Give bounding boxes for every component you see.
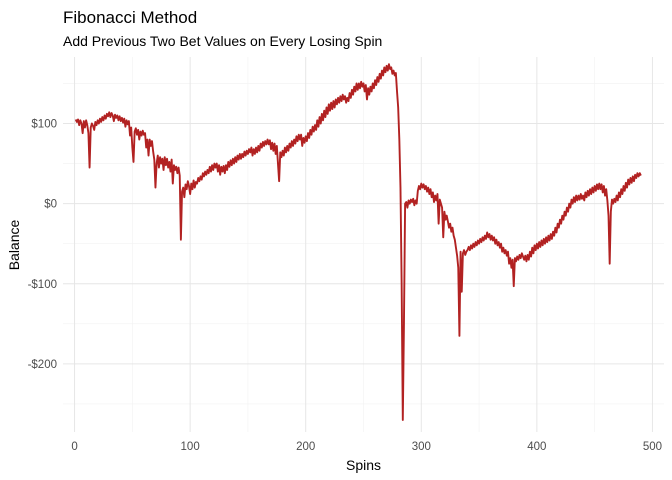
x-tick-label: 200: [296, 441, 315, 453]
x-tick-label: 100: [181, 441, 200, 453]
y-tick-label: $100: [31, 119, 57, 131]
grid-minor: [63, 57, 664, 432]
chart-title: Fibonacci Method: [63, 8, 197, 27]
y-tick-label: $0: [44, 199, 57, 211]
x-tick-labels: 0 100 200 300 400 500: [71, 441, 662, 453]
y-axis-title: Balance: [6, 219, 22, 270]
x-axis-title: Spins: [346, 457, 381, 473]
x-tick-label: 500: [643, 441, 662, 453]
x-tick-label: 400: [527, 441, 546, 453]
x-tick-label: 300: [412, 441, 431, 453]
y-tick-label: -$100: [28, 279, 57, 291]
x-tick-label: 0: [71, 441, 77, 453]
y-tick-labels: $100 $0 -$100 -$200: [28, 119, 57, 371]
grid-major: [63, 57, 664, 432]
series-group: [74, 63, 642, 421]
series-line: [74, 63, 642, 421]
chart-subtitle: Add Previous Two Bet Values on Every Los…: [63, 33, 382, 49]
y-tick-label: -$200: [28, 359, 57, 371]
